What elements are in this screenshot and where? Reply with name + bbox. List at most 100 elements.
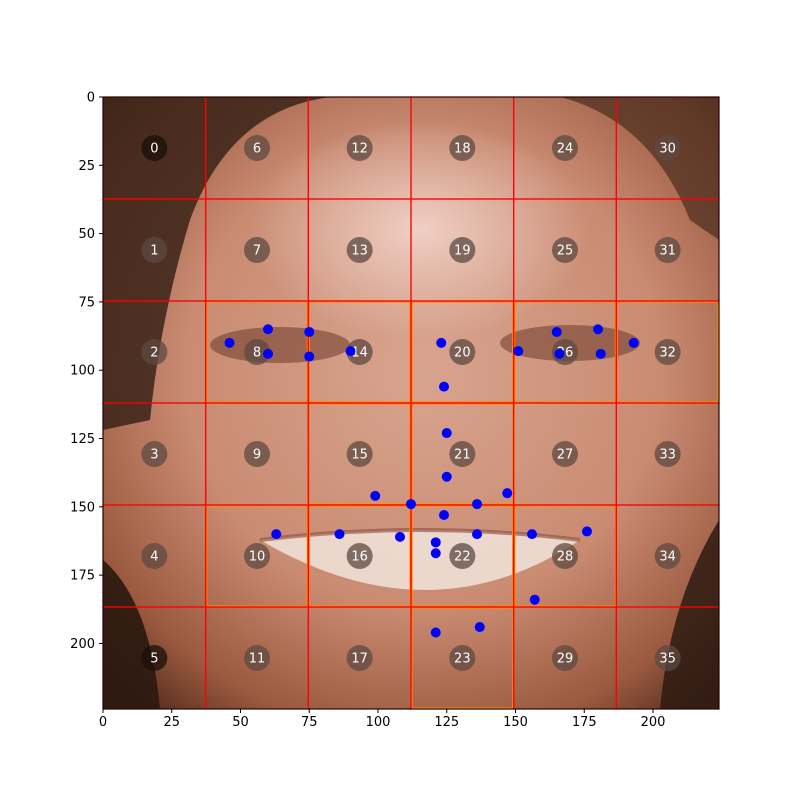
landmark-points-layer xyxy=(224,324,639,638)
cell-label-9: 9 xyxy=(253,448,261,463)
landmark-point-10 xyxy=(628,337,639,348)
cell-label-circle-29 xyxy=(552,645,578,671)
cell-label-circle-6 xyxy=(244,135,270,161)
highlight-cell-20 xyxy=(411,301,514,403)
cell-label-circle-24 xyxy=(552,135,578,161)
highlight-cell-16 xyxy=(308,505,411,607)
cell-label-10: 10 xyxy=(249,550,266,565)
cell-label-circle-34 xyxy=(654,543,681,569)
cell-label-18: 18 xyxy=(454,142,471,157)
landmark-point-31 xyxy=(430,627,441,638)
landmark-point-20 xyxy=(502,488,513,499)
landmark-point-4 xyxy=(304,351,315,362)
cell-label-28: 28 xyxy=(557,550,574,565)
cell-label-32: 32 xyxy=(659,346,676,361)
cell-label-17: 17 xyxy=(351,652,368,667)
cell-label-circle-22 xyxy=(449,543,476,569)
cell-label-circle-35 xyxy=(654,645,681,671)
cell-label-circle-18 xyxy=(449,135,476,161)
landmark-point-25 xyxy=(430,548,441,559)
cell-label-8: 8 xyxy=(253,346,261,361)
cell-label-14: 14 xyxy=(351,346,368,361)
cell-label-circle-23 xyxy=(449,645,476,671)
cell-label-circle-4 xyxy=(141,543,168,569)
cell-label-30: 30 xyxy=(659,142,676,157)
highlight-cell-15 xyxy=(308,403,411,505)
landmark-point-29 xyxy=(529,594,540,605)
cell-label-circle-7 xyxy=(244,237,270,263)
cell-label-circle-16 xyxy=(346,543,373,569)
cell-label-circle-9 xyxy=(244,441,270,467)
cell-label-22: 22 xyxy=(454,550,471,565)
highlight-cell-10 xyxy=(206,505,308,607)
landmark-point-26 xyxy=(472,529,482,540)
cell-label-15: 15 xyxy=(351,448,368,463)
landmark-point-9 xyxy=(593,324,603,335)
landmark-point-13 xyxy=(439,381,449,392)
plot-frame xyxy=(102,96,720,710)
cell-label-27: 27 xyxy=(557,448,574,463)
cell-label-12: 12 xyxy=(351,142,368,157)
landmark-point-17 xyxy=(406,499,416,510)
cell-label-21: 21 xyxy=(454,448,471,463)
y-tick-label-0: 0 xyxy=(87,91,95,106)
landmark-point-6 xyxy=(436,337,447,348)
landmark-point-28 xyxy=(582,526,592,537)
x-tick-label-0: 0 xyxy=(99,715,107,730)
cell-label-circle-27 xyxy=(552,441,578,467)
x-tick-label-25: 25 xyxy=(163,715,180,730)
cell-label-31: 31 xyxy=(659,244,676,259)
cell-labels-layer: 0123456789101112131415161718192021222324… xyxy=(141,135,681,671)
landmark-point-8 xyxy=(551,326,562,337)
landmark-point-30 xyxy=(474,622,485,633)
x-tick-label-175: 175 xyxy=(572,715,597,730)
cell-label-16: 16 xyxy=(351,550,368,565)
landmark-point-1 xyxy=(263,324,273,335)
cell-label-24: 24 xyxy=(557,142,574,157)
landmark-point-22 xyxy=(334,529,345,540)
cell-label-7: 7 xyxy=(253,244,261,259)
y-tick-label-25: 25 xyxy=(78,159,95,174)
cell-label-25: 25 xyxy=(557,244,574,259)
landmark-point-15 xyxy=(441,471,452,482)
cell-label-circle-12 xyxy=(346,135,373,161)
y-tick-label-200: 200 xyxy=(70,637,95,652)
landmark-point-24 xyxy=(430,537,441,548)
cell-label-circle-28 xyxy=(552,543,578,569)
cell-label-circle-10 xyxy=(244,543,270,569)
x-tick-label-200: 200 xyxy=(641,715,666,730)
landmark-point-19 xyxy=(472,499,482,510)
cell-label-23: 23 xyxy=(454,652,471,667)
y-tick-label-125: 125 xyxy=(70,432,95,447)
cell-label-5: 5 xyxy=(150,652,158,667)
landmark-point-11 xyxy=(554,348,565,359)
landmark-point-0 xyxy=(224,337,235,348)
cell-label-35: 35 xyxy=(659,652,676,667)
y-tick-label-75: 75 xyxy=(78,295,95,310)
landmark-point-18 xyxy=(439,510,449,521)
y-tick-label-100: 100 xyxy=(70,364,95,379)
cell-label-circle-15 xyxy=(346,441,373,467)
cell-label-6: 6 xyxy=(253,142,261,157)
cell-label-circle-31 xyxy=(654,237,681,263)
x-tick-label-75: 75 xyxy=(301,715,318,730)
landmark-point-12 xyxy=(595,348,606,359)
cell-label-circle-3 xyxy=(141,441,168,467)
cell-label-circle-5 xyxy=(141,645,168,671)
cell-label-circle-17 xyxy=(346,645,373,671)
landmark-point-5 xyxy=(345,346,356,357)
cell-label-4: 4 xyxy=(150,550,158,565)
cell-label-circle-21 xyxy=(449,441,476,467)
cell-label-circle-20 xyxy=(449,339,476,365)
x-axis: 0 25 50 75 100 125 150 175 200 xyxy=(99,709,666,730)
x-tick-label-100: 100 xyxy=(366,715,391,730)
highlight-cell-28 xyxy=(514,505,616,607)
x-tick-label-125: 125 xyxy=(434,715,459,730)
cell-label-3: 3 xyxy=(150,448,158,463)
landmark-point-16 xyxy=(370,490,381,501)
highlight-cell-23 xyxy=(411,607,514,709)
landmark-point-7 xyxy=(513,346,524,357)
y-tick-label-50: 50 xyxy=(78,227,95,242)
landmark-point-23 xyxy=(395,531,405,542)
